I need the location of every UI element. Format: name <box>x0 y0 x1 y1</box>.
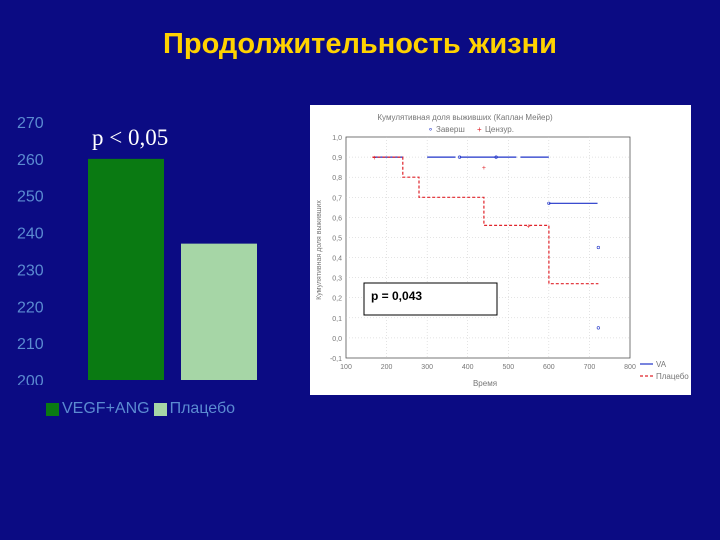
km-treatment-censor-mark <box>458 155 462 159</box>
km-legend-marker-complete: ∘ <box>428 125 433 134</box>
km-y-tick-label: 0,3 <box>332 276 342 283</box>
bar-legend: VEGF+ANG Плацебо <box>46 400 239 418</box>
km-y-tick-label: -0,1 <box>330 356 342 363</box>
km-pvalue-box <box>363 282 498 316</box>
kaplan-meier-chart: Кумулятивная доля выживших (Каплан Мейер… <box>316 113 689 388</box>
legend-item-vegf: VEGF+ANG <box>46 400 150 418</box>
km-legend-label-placebo: Плацебо <box>656 372 689 381</box>
bar-y-tick-label: 250 <box>17 189 44 206</box>
kaplan-meier-panel: Кумулятивная доля выживших (Каплан Мейер… <box>310 105 691 395</box>
survival-bar-chart: 200 210 220 230 240 250 260 270 <box>17 115 285 385</box>
bar-y-tick-label: 200 <box>17 373 44 385</box>
legend-label-placebo: Плацебо <box>169 400 236 417</box>
km-y-tick-label: 0,9 <box>332 155 342 162</box>
bar-y-tick-label: 230 <box>17 262 44 279</box>
legend-label-vegf: VEGF+ANG <box>62 400 150 417</box>
bar-placebo <box>181 243 257 380</box>
legend-swatch-placebo <box>153 402 167 416</box>
bar-vegf-ang <box>88 158 164 380</box>
bar-y-tick-label: 210 <box>17 336 44 353</box>
bar-y-tick-label: 260 <box>17 152 44 169</box>
km-x-axis-label: Время <box>473 379 497 388</box>
km-placebo-censor-mark: + <box>482 165 486 172</box>
km-y-axis-label: Кумулятивная доля выживших <box>316 200 323 300</box>
bar-y-tick-label: 240 <box>17 226 44 243</box>
km-y-tick-label: 0,4 <box>332 256 342 263</box>
km-placebo-censor-mark: + <box>527 223 531 230</box>
km-placebo-censor-mark: + <box>372 155 376 162</box>
bar-y-tick-label: 220 <box>17 299 44 316</box>
km-title: Кумулятивная доля выживших (Каплан Мейер… <box>377 113 553 122</box>
km-y-tick-label: 0,2 <box>332 296 342 303</box>
km-x-tick-label: 100 <box>340 364 352 371</box>
km-x-tick-label: 500 <box>502 364 514 371</box>
km-treatment-censor-mark <box>596 245 600 250</box>
km-y-tick-label: 0,7 <box>332 195 342 202</box>
km-x-tick-label: 800 <box>624 364 636 371</box>
km-x-tick-label: 600 <box>543 364 555 371</box>
slide-title: Продолжительность жизни <box>163 28 557 60</box>
km-y-tick-label: 0,6 <box>332 215 342 222</box>
km-y-tick-label: 1,0 <box>332 135 342 142</box>
km-y-tick-label: 0,0 <box>332 336 342 343</box>
km-treatment-censor-mark <box>596 326 600 330</box>
legend-item-placebo: Плацебо <box>153 400 236 418</box>
km-treatment-censor-mark <box>547 201 551 205</box>
legend-swatch-vegf <box>46 402 59 416</box>
km-y-tick-label: 0,8 <box>332 175 342 182</box>
km-y-tick-label: 0,5 <box>332 235 342 242</box>
bar-y-tick-label: 270 <box>17 115 44 132</box>
p-value-annotation-left: p < 0,05 <box>92 125 169 150</box>
km-legend-marker-censored: + <box>477 125 482 134</box>
km-placebo-step-line <box>372 156 599 285</box>
km-x-tick-label: 300 <box>421 364 433 371</box>
km-x-tick-label: 700 <box>584 364 596 371</box>
km-pvalue-text: p = 0,043 <box>371 289 422 303</box>
km-x-tick-label: 200 <box>381 364 393 371</box>
km-legend-label-complete: Заверш <box>436 125 465 134</box>
km-plot-frame <box>345 136 631 359</box>
km-treatment-censor-mark <box>494 155 498 159</box>
km-y-tick-label: 0,1 <box>332 316 342 323</box>
km-legend-label-va: VA <box>656 360 667 369</box>
km-legend-label-censored: Цензур. <box>485 125 514 134</box>
km-x-tick-label: 400 <box>462 364 474 371</box>
